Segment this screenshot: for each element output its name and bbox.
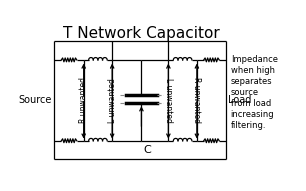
Text: R unwanted: R unwanted — [79, 77, 88, 123]
Text: T Network Capacitor: T Network Capacitor — [63, 26, 220, 41]
Text: C: C — [144, 145, 151, 155]
Text: Source: Source — [19, 95, 52, 105]
Text: R unwanted: R unwanted — [192, 77, 201, 123]
Text: Impedance
when high
separates
source
from load
increasing
filtering.: Impedance when high separates source fro… — [231, 55, 278, 130]
Text: L unwanted: L unwanted — [164, 78, 173, 123]
Text: Load: Load — [229, 95, 252, 105]
Text: L unwanted: L unwanted — [108, 78, 117, 123]
